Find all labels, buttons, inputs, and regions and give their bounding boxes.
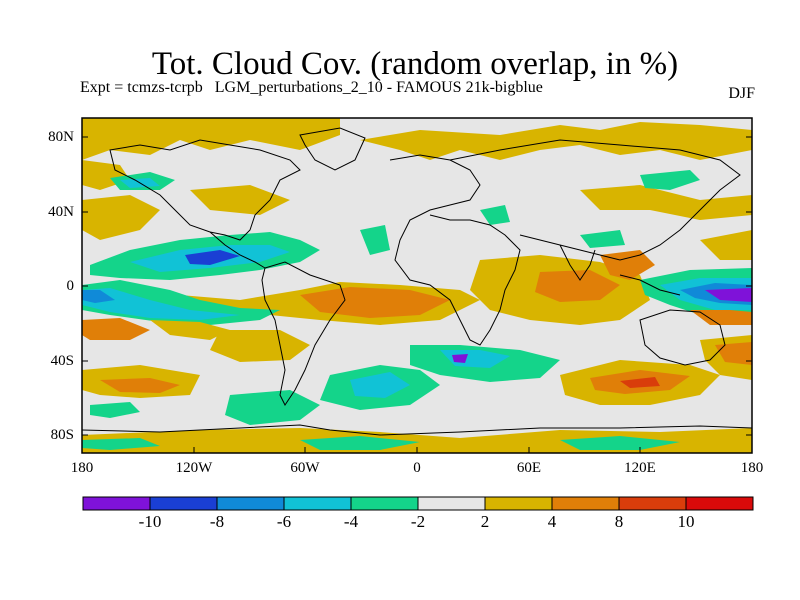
colorbar-label: 4 (547, 512, 557, 531)
colorbar-label: -10 (138, 512, 162, 531)
season-label: DJF (728, 85, 755, 102)
colorbar-label: -4 (343, 512, 359, 531)
lon-label-60w: 60W (290, 460, 320, 476)
colorbar-swatch (82, 496, 151, 511)
experiment-subtitle: Expt = tcmzs-tcrpb LGM_perturbations_2_1… (80, 79, 543, 96)
colorbar-swatch (149, 496, 218, 511)
colorbar-swatch (551, 496, 620, 511)
lon-label-120w: 120W (175, 460, 213, 476)
lat-label-40n: 40N (48, 204, 74, 220)
colorbar-swatch (350, 496, 419, 511)
lon-label-180w: 180 (70, 460, 94, 476)
lat-label-equator: 0 (66, 278, 75, 294)
lon-label-0: 0 (413, 460, 421, 476)
lon-label-180e: 180 (740, 460, 764, 476)
colorbar-swatch (283, 496, 352, 511)
colorbar-label: -6 (276, 512, 292, 531)
axis-ticks (81, 136, 753, 453)
lat-label-80n: 80N (48, 129, 74, 145)
colorbar-swatch (685, 496, 754, 511)
colorbar-swatch (216, 496, 285, 511)
colorbar-label: -8 (209, 512, 225, 531)
colorbar-label: 8 (614, 512, 624, 531)
anomaly-field (82, 118, 752, 453)
lon-label-60e: 60E (516, 460, 542, 476)
colorbar-swatch (484, 496, 553, 511)
map-title: Tot. Cloud Cov. (random overlap, in %) (151, 46, 679, 82)
colorbar-swatch (417, 496, 486, 511)
colorbar-label: 2 (480, 512, 490, 531)
coastlines (82, 127, 752, 436)
colorbar-label: -2 (410, 512, 426, 531)
colorbar (82, 496, 754, 511)
colorbar-label: 10 (677, 512, 695, 531)
colorbar-swatch (618, 496, 687, 511)
lon-label-120e: 120E (624, 460, 656, 476)
lat-label-80s: 80S (50, 427, 74, 443)
lat-label-40s: 40S (50, 353, 74, 369)
